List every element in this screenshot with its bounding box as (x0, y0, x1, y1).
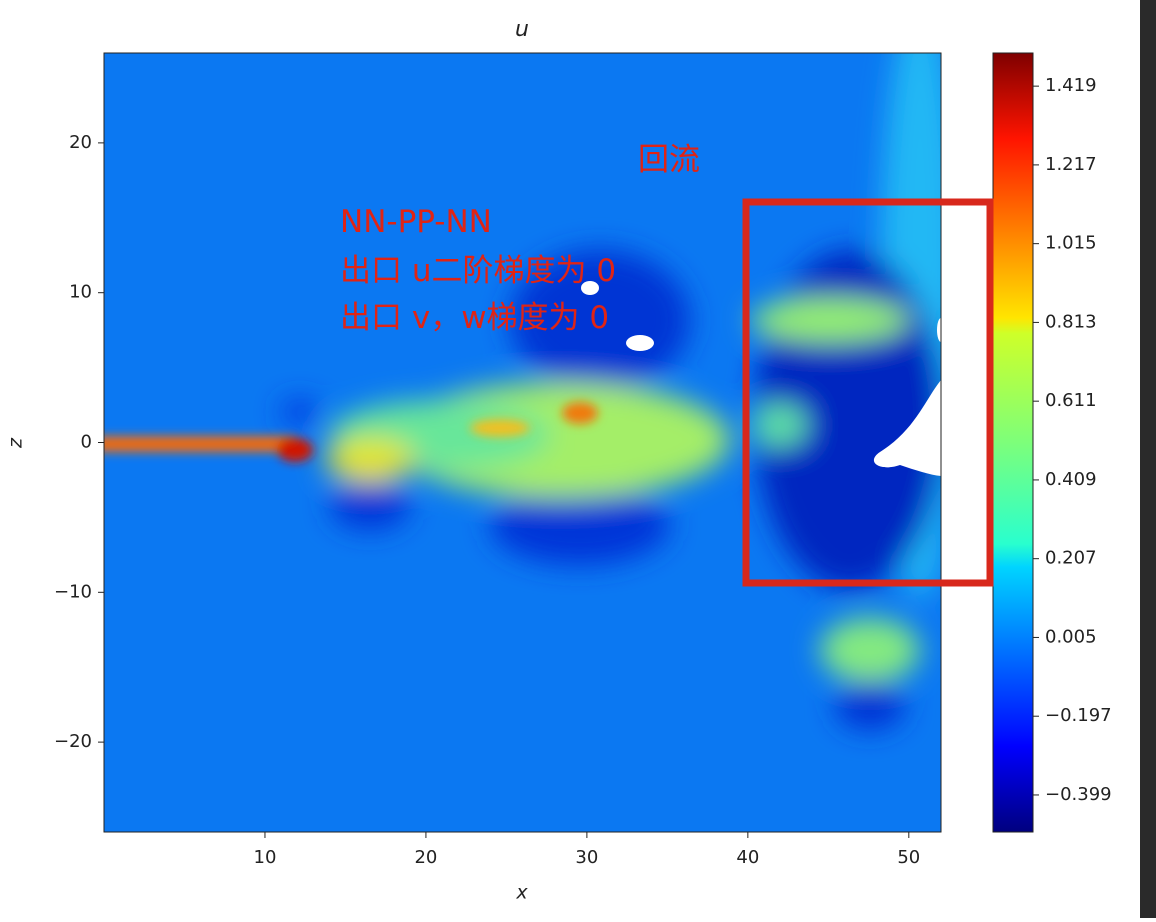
x-tick-label: 20 (414, 847, 437, 868)
y-tick-label: −20 (54, 731, 92, 752)
colorbar-tick-label: 1.419 (1045, 75, 1097, 96)
y-tick-label: 20 (69, 132, 92, 153)
window-edge (1140, 0, 1156, 918)
highlight-box (742, 198, 994, 587)
colorbar-tick-label: 1.217 (1045, 154, 1097, 175)
annotation: 回流 (638, 142, 700, 178)
colorbar-tick-label: 1.015 (1045, 233, 1097, 254)
x-axis-label: x (515, 882, 528, 904)
contour-field (104, 53, 941, 832)
annotation: NN-PP-NN (340, 204, 492, 240)
colorbar-tick-label: 0.813 (1045, 311, 1097, 332)
y-tick-label: 10 (69, 282, 92, 303)
x-tick-label: 50 (897, 847, 920, 868)
colorbar-tick-label: 0.005 (1045, 626, 1097, 647)
y-axis-label: z (5, 437, 27, 449)
chart-title: u (515, 17, 529, 42)
colorbar-tick-label: 0.409 (1045, 469, 1097, 490)
colorbar-tick-label: −0.197 (1045, 705, 1112, 726)
x-tick-label: 40 (736, 847, 759, 868)
y-tick-label: 0 (81, 432, 92, 453)
colorbar-tick-label: 0.207 (1045, 548, 1097, 569)
annotation: 出口 v，w梯度为 0 (340, 300, 609, 336)
colorbar-tick-label: 0.611 (1045, 390, 1097, 411)
colorbar-tick-label: −0.399 (1045, 784, 1112, 805)
x-tick-label: 10 (254, 847, 277, 868)
annotation: 出口 u二阶梯度为 0 (340, 253, 616, 289)
colorbar (992, 52, 1034, 833)
y-tick-label: −10 (54, 581, 92, 602)
x-tick-label: 30 (575, 847, 598, 868)
